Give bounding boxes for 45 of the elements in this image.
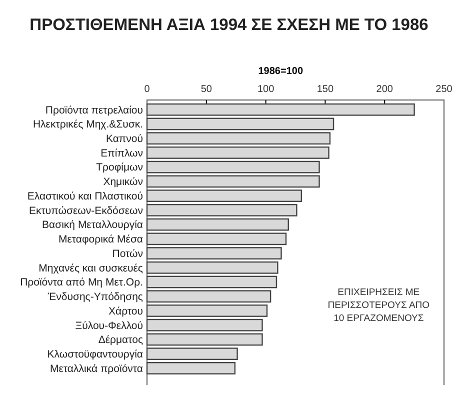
y-tick-label: Ποτών — [112, 248, 143, 260]
y-tick-label: Εκτυπώσεων-Εκδόσεων — [29, 204, 143, 217]
y-tick-label: Χημικών — [103, 176, 143, 188]
bar — [146, 247, 282, 260]
annotation: ΕΠΙΧΕΙΡΗΣΕΙΣ ΜΕ ΠΕΡΙΣΣΟΤΕΡΟΥΣ ΑΠΟ 10 ΕΡΓΑΖΟΜΕΝΟΥΣ — [328, 287, 430, 324]
bar — [146, 190, 302, 202]
x-tick-label: 200 — [376, 84, 394, 95]
y-tick-label: Προϊόντα από Μη Μετ.Ορ. — [20, 276, 143, 289]
bar — [146, 276, 278, 288]
y-tick-label: Μεταφορικά Μέσα — [58, 234, 143, 246]
y-tick-label: Μεταλλικά προϊόντα — [50, 362, 143, 375]
x-tick-label: 50 — [200, 84, 212, 95]
y-tick-label: Μηχανές και συσκευές — [38, 262, 143, 274]
bar — [146, 290, 272, 303]
y-tick-label: Επίπλων — [100, 147, 143, 160]
y-tick-label: Βασική Μεταλλουργία — [42, 219, 143, 232]
y-tick-label: Ένδυσης-Υπόδησης — [46, 291, 143, 304]
y-tick-label: Ξύλου-Φελλού — [75, 320, 144, 332]
chart-title: ΠΡΟΣΤΙΘΕΜΕΝΗ ΑΞΙΑ 1994 ΣΕ ΣΧΕΣΗ ΜΕ ΤΟ 1986 — [30, 16, 428, 34]
x-tick-label: 100 — [257, 84, 275, 95]
bar — [146, 348, 238, 360]
y-tick-label: Καπνού — [106, 133, 144, 146]
bar — [146, 118, 334, 130]
x-axis-title: 1986=100 — [258, 66, 304, 77]
y-tick-label: Κλωστοϋφαντουργία — [47, 348, 143, 361]
y-tick-label: Ελαστικού και Πλαστικού — [27, 190, 144, 202]
bar — [146, 146, 330, 159]
bar — [146, 261, 278, 274]
bar — [146, 218, 289, 231]
x-tick-label: 0 — [144, 84, 150, 95]
bar — [146, 318, 263, 332]
y-tick-label: Δέρματος — [98, 334, 143, 346]
bar — [146, 103, 415, 116]
bar — [146, 304, 268, 317]
y-tick-label: Χάρτου — [108, 305, 144, 318]
bar — [146, 232, 287, 246]
bar — [146, 204, 298, 216]
y-tick-label: Τροφίμων — [96, 162, 143, 174]
x-tick-label: 250 — [436, 84, 453, 95]
y-tick-label: Προϊόντα πετρελαίου — [45, 104, 144, 116]
bar — [146, 132, 331, 145]
bar — [146, 362, 236, 374]
bar — [146, 333, 263, 346]
y-tick-label: Ηλεκτρικές Μηχ.&Συσκ. — [32, 118, 143, 131]
x-tick-label: 150 — [316, 84, 334, 95]
